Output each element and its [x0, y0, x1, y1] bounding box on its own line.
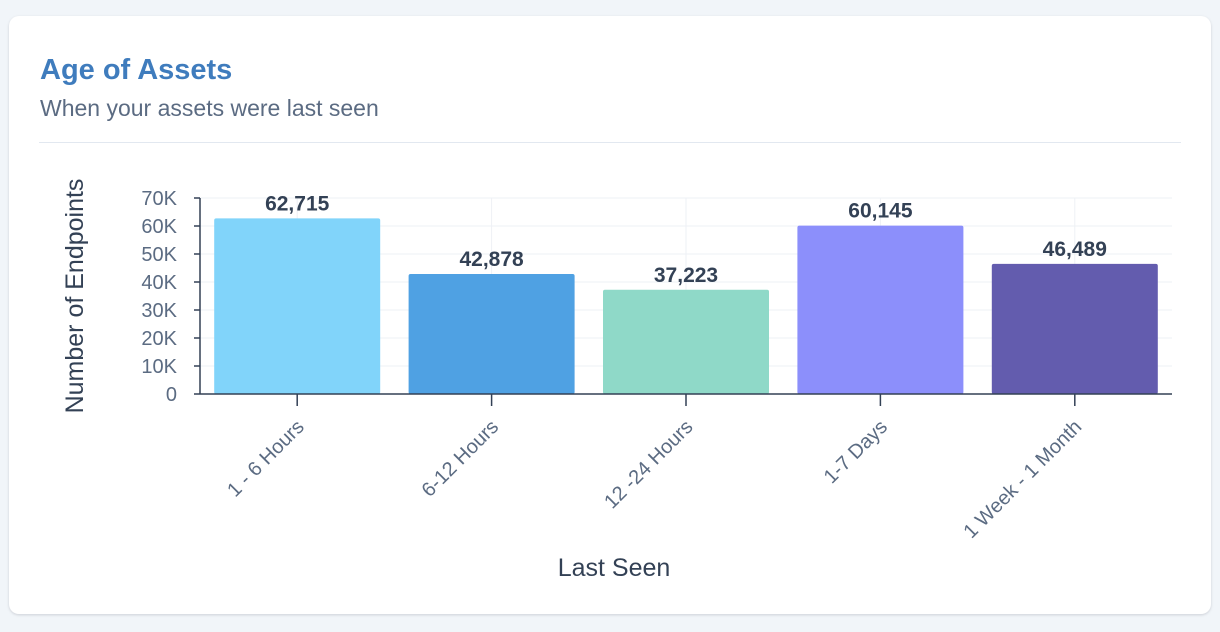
x-tick-label-3: 1-7 Days [820, 416, 892, 488]
y-tick-label-3: 30K [141, 300, 177, 322]
bar-1[interactable] [408, 273, 575, 394]
x-tick-label-2: 12 -24 Hours [600, 416, 697, 513]
y-tick-label-2: 20K [141, 328, 177, 350]
bar-0[interactable] [214, 218, 381, 394]
bar-value-label-4: 46,489 [1043, 238, 1107, 261]
y-tick-label-0: 0 [166, 384, 177, 406]
x-tick-label-4: 1 Week - 1 Month [959, 416, 1086, 543]
bar-value-label-3: 60,145 [848, 200, 913, 223]
bar-value-label-0: 62,715 [265, 192, 330, 215]
age-of-assets-card: Age of Assets When your assets were last… [9, 16, 1211, 614]
card-subtitle: When your assets were last seen [40, 95, 379, 121]
bar-value-label-1: 42,878 [459, 248, 524, 271]
card-title: Age of Assets [40, 54, 233, 86]
bar-value-label-2: 37,223 [654, 264, 718, 287]
y-tick-label-5: 50K [141, 244, 177, 266]
bar-4[interactable] [991, 263, 1158, 394]
y-axis-title: Number of Endpoints [61, 179, 89, 414]
x-tick-label-1: 6-12 Hours [418, 416, 504, 502]
y-tick-label-6: 60K [141, 216, 177, 238]
y-tick-label-1: 10K [141, 356, 177, 378]
y-tick-label-7: 70K [141, 188, 177, 210]
header-divider [39, 142, 1181, 143]
bar-3[interactable] [797, 225, 964, 394]
bar-chart: 62,715 42,878 37,223 60,145 46,489 0 10K 20K 30K… [61, 179, 1172, 582]
y-tick-label-4: 40K [141, 272, 177, 294]
x-axis-title: Last Seen [558, 554, 671, 582]
x-tick-label-0: 1 - 6 Hours [223, 416, 309, 502]
bar-2[interactable] [603, 289, 769, 394]
